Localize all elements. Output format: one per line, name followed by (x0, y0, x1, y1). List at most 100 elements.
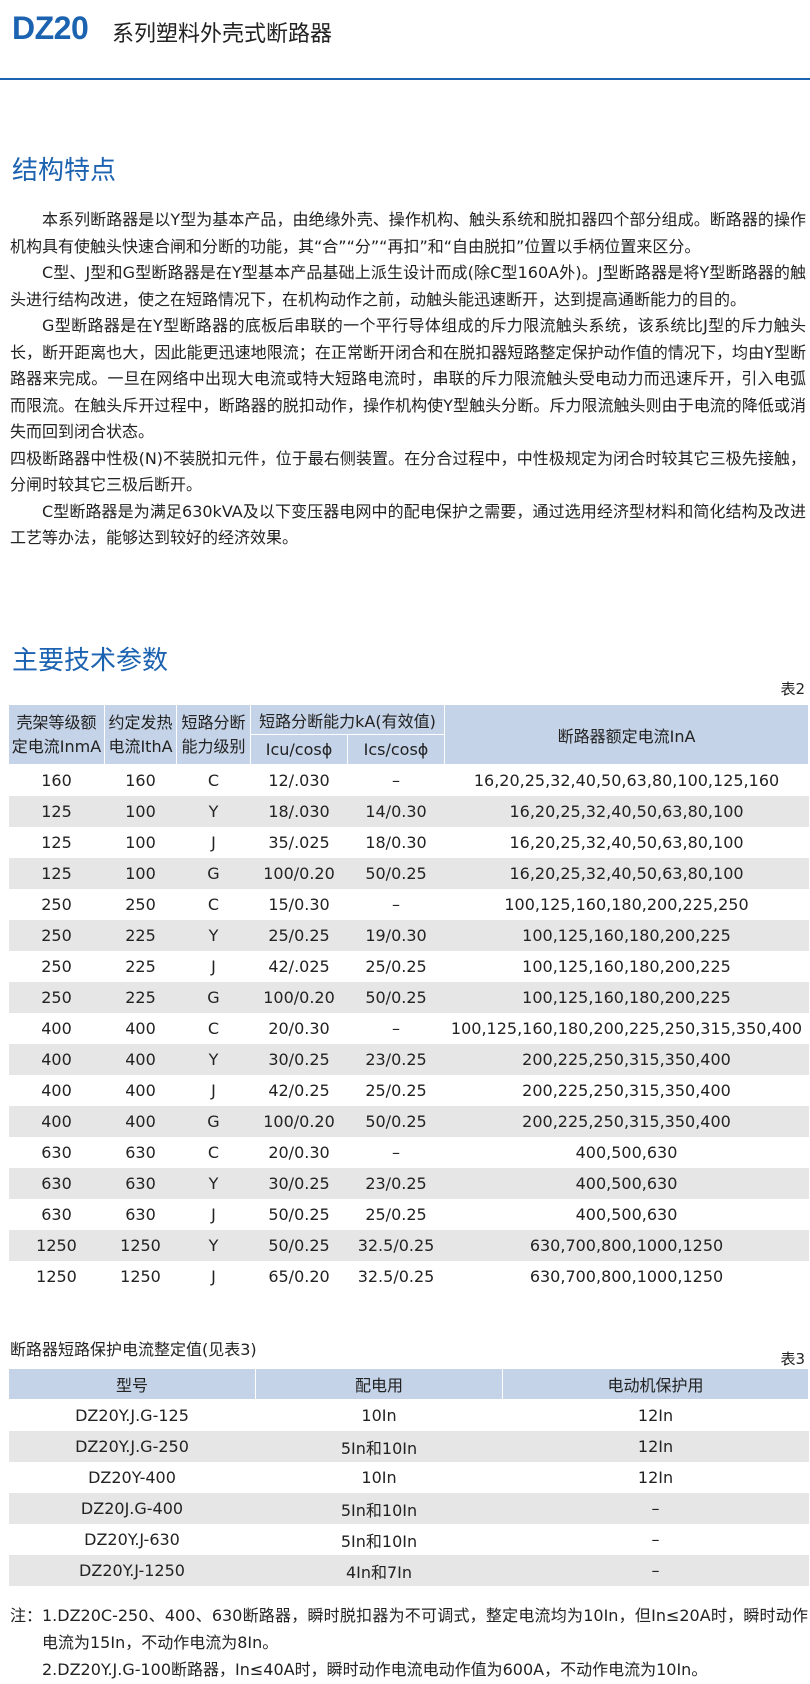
table-cell: 42/0.25 (250, 1075, 348, 1106)
table-cell: 50/0.25 (250, 1230, 348, 1261)
table-cell: 1250 (104, 1261, 177, 1292)
table-cell: 125 (8, 827, 105, 858)
table-cell: 160 (104, 764, 177, 796)
table-cell: 100,125,160,180,200,225,250 (444, 889, 809, 920)
table-cell: 19/0.30 (347, 920, 445, 951)
table-cell: 14/0.30 (347, 796, 445, 827)
note-item: 1.DZ20C-250、400、630断路器，瞬时脱扣器为不可调式，整定电流均为… (42, 1606, 808, 1652)
table-cell: 100,125,160,180,200,225,250,315,350,400 (444, 1013, 809, 1044)
table-cell: 400 (8, 1106, 105, 1137)
table-cell: 1250 (104, 1230, 177, 1261)
table-cell: 30/0.25 (250, 1168, 348, 1199)
table-cell: 250 (8, 951, 105, 982)
page-header: DZ20 系列塑料外壳式断路器 (0, 0, 810, 80)
table-cell: 32.5/0.25 (347, 1230, 445, 1261)
col-icu: Icu/cosϕ (250, 734, 348, 765)
col-model: 型号 (8, 1368, 256, 1400)
protection-table: 型号 配电用 电动机保护用 DZ20Y.J.G-125 10In 12In DZ20Y… (8, 1368, 809, 1586)
table-cell: 35/.025 (250, 827, 348, 858)
table3-title: 断路器短路保护电流整定值(见表3) (10, 1340, 257, 1359)
table-cell: 225 (104, 982, 177, 1013)
table-cell: Y (176, 1230, 251, 1261)
table-row: 125 100 J 35/.025 18/0.30 16,20,25,32,40,50,6… (8, 827, 809, 858)
table-cell: 200,225,250,315,350,400 (444, 1075, 809, 1106)
table-cell: DZ20Y-400 (8, 1462, 256, 1493)
table-cell: 15/0.30 (250, 889, 348, 920)
table-cell: 50/0.25 (347, 858, 445, 889)
table-row: DZ20Y.J-630 5In和10In – (8, 1524, 809, 1555)
table-cell: 400 (8, 1075, 105, 1106)
col-distribution: 配电用 (255, 1368, 503, 1400)
table-cell: 400,500,630 (444, 1137, 809, 1168)
notes: 注： 1.DZ20C-250、400、630断路器，瞬时脱扣器为不可调式，整定电… (10, 1602, 808, 1683)
table-cell: 12In (502, 1462, 809, 1493)
table-row: 125 100 G 100/0.20 50/0.25 16,20,25,32,40,50,… (8, 858, 809, 889)
table-cell: DZ20Y.J.G-125 (8, 1399, 256, 1431)
table-cell: 1250 (8, 1261, 105, 1292)
table-cell: C (176, 1137, 251, 1168)
table-cell: 25/0.25 (347, 1199, 445, 1230)
header-divider (0, 78, 810, 80)
table-cell: – (502, 1493, 809, 1524)
table-cell: 4In和7In (255, 1555, 503, 1586)
table-cell: – (347, 889, 445, 920)
table-cell: C (176, 1013, 251, 1044)
table-cell: DZ20Y.J-630 (8, 1524, 256, 1555)
table-row: 400 400 C 20/0.30–100,125,160,180,200,225,2… (8, 1013, 809, 1044)
table-cell: DZ20J.G-400 (8, 1493, 256, 1524)
table-cell: 250 (8, 920, 105, 951)
table-cell: C (176, 764, 251, 796)
table-cell: 18/.030 (250, 796, 348, 827)
table-cell: 100/0.20 (250, 982, 348, 1013)
table-cell: 25/0.25 (250, 920, 348, 951)
table-cell: 100,125,160,180,200,225 (444, 951, 809, 982)
table-cell: 12In (502, 1399, 809, 1431)
table-cell: 100,125,160,180,200,225 (444, 920, 809, 951)
table-cell: 16,20,25,32,40,50,63,80,100,125,160 (444, 764, 809, 796)
table-cell: 50/0.25 (250, 1199, 348, 1230)
table-cell: 400 (104, 1013, 177, 1044)
table-cell: G (176, 1106, 251, 1137)
table-cell: 400 (104, 1075, 177, 1106)
table-row: 125 100 Y 18/.030 14/0.30 16,20,25,32,40,50,6… (8, 796, 809, 827)
features-body: 本系列断路器是以Y型为基本产品，由绝缘外壳、操作机构、触头系统和脱扣器四个部分组… (10, 207, 806, 552)
table-cell: C (176, 889, 251, 920)
table-cell: J (176, 951, 251, 982)
table-cell: – (347, 764, 445, 796)
table-cell: 630,700,800,1000,1250 (444, 1261, 809, 1292)
table-cell: 400 (104, 1044, 177, 1075)
table-cell: 23/0.25 (347, 1168, 445, 1199)
col-rated-currents: 断路器额定电流InA (444, 704, 810, 765)
table-cell: 630 (8, 1199, 105, 1230)
table-cell: 10In (255, 1399, 503, 1431)
table-cell: 125 (8, 858, 105, 889)
table-cell: 125 (8, 796, 105, 827)
table2-caption: 表2 (780, 680, 805, 698)
table-row: 1250 1250 Y 50/0.25 32.5/0.25 630,700,800,100… (8, 1230, 809, 1261)
table-row: 400 400 J 42/0.25 25/0.25 200,225,250,315,350… (8, 1075, 809, 1106)
table-cell: 400 (8, 1044, 105, 1075)
table-cell: 630,700,800,1000,1250 (444, 1230, 809, 1261)
table-row: DZ20Y-400 10In 12In (8, 1462, 809, 1493)
table-cell: 630 (104, 1168, 177, 1199)
table-row: DZ20Y.J.G-125 10In 12In (8, 1399, 809, 1431)
table-cell: 16,20,25,32,40,50,63,80,100 (444, 796, 809, 827)
table-cell: 25/0.25 (347, 1075, 445, 1106)
table-cell: J (176, 1261, 251, 1292)
table-cell: 100 (104, 827, 177, 858)
table-cell: J (176, 1199, 251, 1230)
table-cell: Y (176, 920, 251, 951)
table-cell: Y (176, 1044, 251, 1075)
table-cell: Y (176, 796, 251, 827)
table-cell: G (176, 982, 251, 1013)
table-row: DZ20J.G-400 5In和10In – (8, 1493, 809, 1524)
parameters-table-body: 160 160 C 12/.030–16,20,25,32,40,50,63,80,1… (8, 764, 809, 1292)
table-cell: 23/0.25 (347, 1044, 445, 1075)
table-cell: 225 (104, 920, 177, 951)
table-cell: 16,20,25,32,40,50,63,80,100 (444, 858, 809, 889)
table-cell: 400 (104, 1106, 177, 1137)
note-item: 2.DZ20Y.J.G-100断路器，In≤40A时，瞬时动作电流电动作值为60… (42, 1660, 708, 1679)
table-cell: J (176, 827, 251, 858)
table-row: 250 225 Y 25/0.25 19/0.30 100,125,160,180,200… (8, 920, 809, 951)
table-cell: 20/0.30 (250, 1137, 348, 1168)
